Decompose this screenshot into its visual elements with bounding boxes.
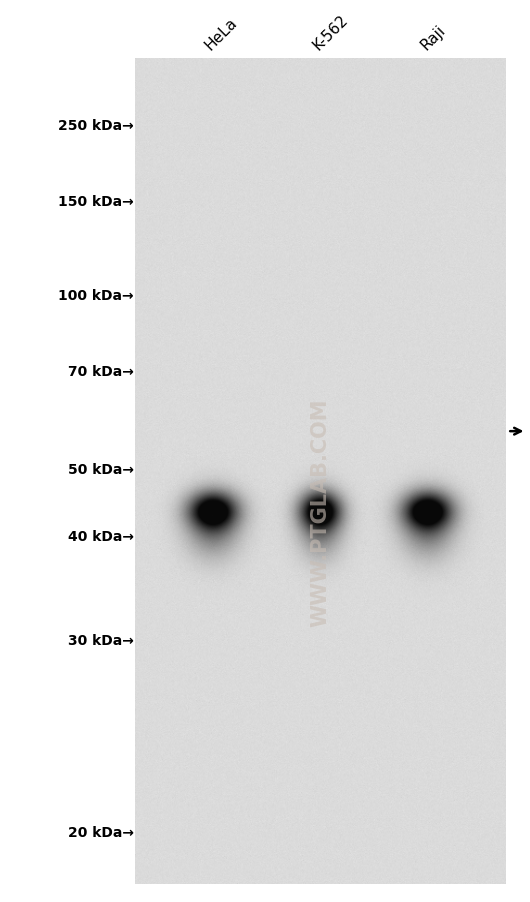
Text: 40 kDa→: 40 kDa→	[68, 529, 134, 544]
Text: 250 kDa→: 250 kDa→	[58, 119, 134, 133]
Text: Raji: Raji	[418, 23, 448, 52]
Text: K-562: K-562	[310, 12, 351, 52]
Text: HeLa: HeLa	[202, 14, 241, 52]
Text: 30 kDa→: 30 kDa→	[68, 633, 134, 648]
Text: WWW.PTGLAB.COM: WWW.PTGLAB.COM	[311, 399, 331, 627]
Text: 70 kDa→: 70 kDa→	[68, 364, 134, 379]
Text: 20 kDa→: 20 kDa→	[68, 825, 134, 839]
Text: 100 kDa→: 100 kDa→	[58, 289, 134, 302]
Text: 150 kDa→: 150 kDa→	[58, 195, 134, 209]
Text: 50 kDa→: 50 kDa→	[68, 463, 134, 476]
